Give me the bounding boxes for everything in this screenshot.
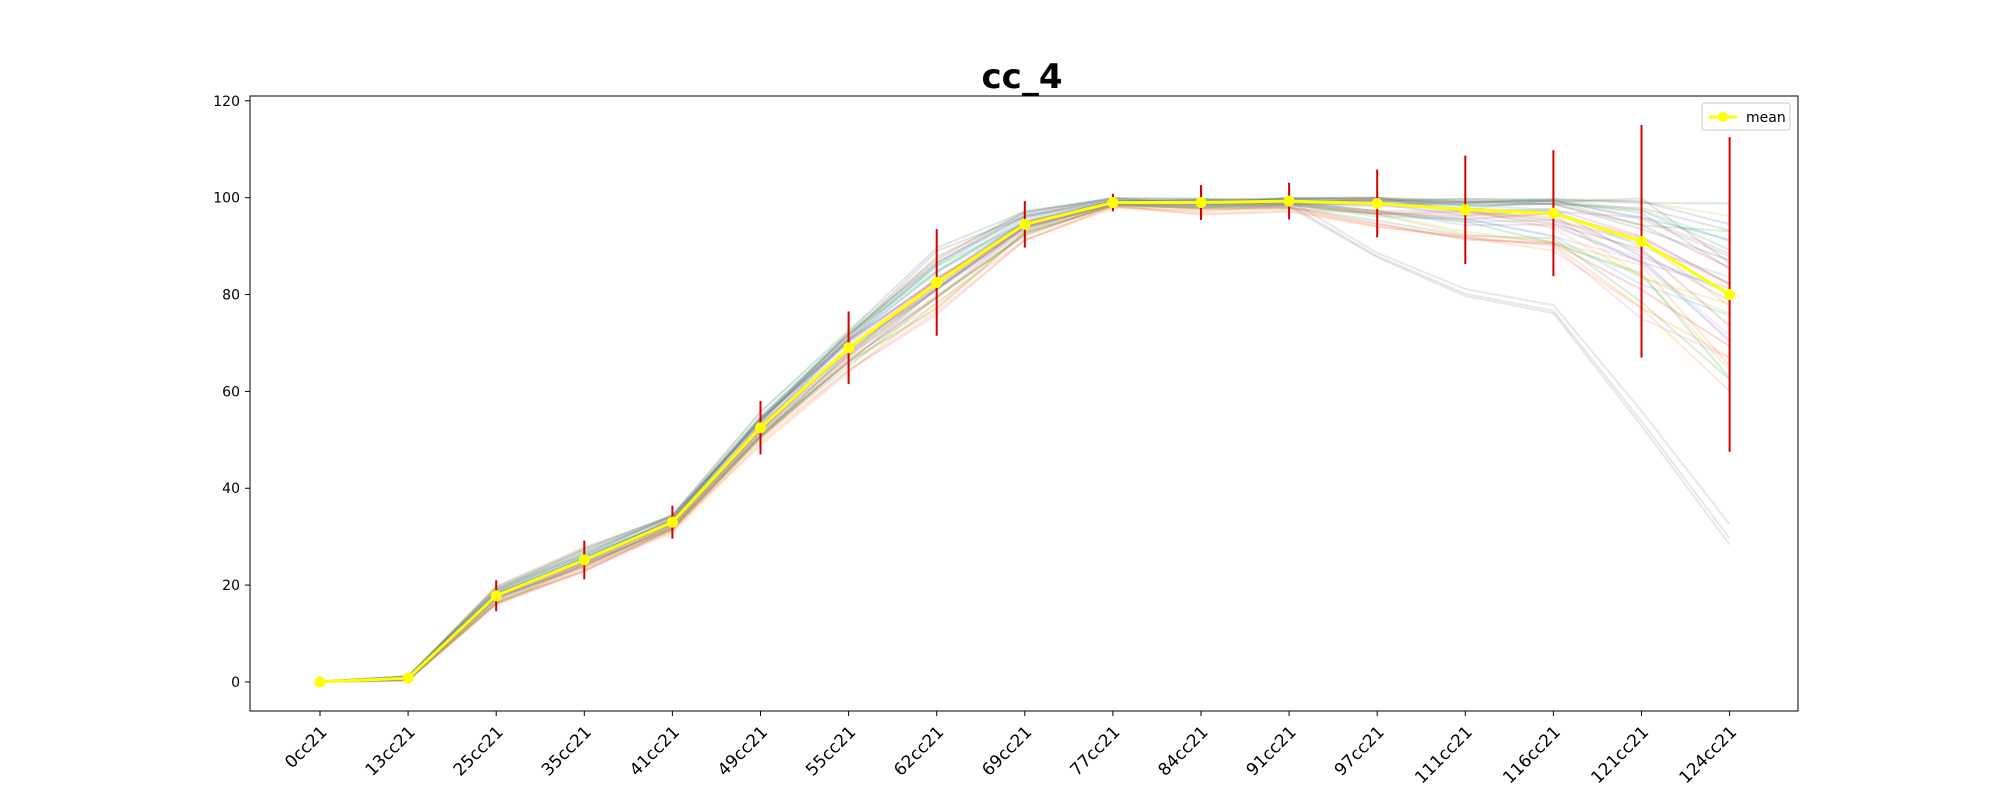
x-tick-label: 25cc21: [450, 722, 508, 780]
x-tick-label: 111cc21: [1411, 722, 1477, 788]
sample-line: [319, 203, 1731, 683]
y-tick-label: 20: [222, 578, 240, 594]
sample-line: [319, 197, 1730, 683]
x-tick-label: 116cc21: [1499, 722, 1565, 788]
sample-line: [319, 201, 1730, 683]
sample-line: [319, 199, 1731, 683]
sample-line: [319, 203, 1731, 683]
mean-point: [666, 516, 678, 528]
sample-line: [319, 197, 1730, 683]
sample-line: [319, 198, 1730, 683]
x-tick-label: 13cc21: [362, 722, 420, 780]
x-tick-label: 69cc21: [978, 722, 1036, 780]
sample-line: [319, 198, 1731, 683]
sample-line: [319, 205, 1731, 683]
x-axis: 0cc21 13cc21 25cc21 35cc21 41cc21 49cc21 55cc2…: [281, 711, 1741, 788]
y-tick-label: 100: [213, 191, 240, 207]
mean-point: [1019, 218, 1031, 230]
sample-line: [319, 197, 1731, 683]
x-tick-label: 55cc21: [802, 722, 860, 780]
sample-line: [319, 196, 1730, 683]
mean-point: [578, 554, 590, 566]
sample-line: [319, 196, 1731, 683]
sample-line: [319, 203, 1731, 683]
mean-point: [402, 672, 414, 684]
x-tick-label: 97cc21: [1331, 722, 1389, 780]
sample-line: [319, 199, 1730, 683]
sample-line: [319, 197, 1730, 683]
sample-line: [319, 197, 1730, 683]
sample-line: [319, 196, 1731, 683]
sample-line: [319, 205, 1731, 683]
sample-line: [319, 197, 1730, 683]
sample-line: [319, 207, 1731, 683]
sample-line: [319, 203, 1730, 683]
x-tick-label: 35cc21: [538, 722, 596, 780]
x-tick-label: 41cc21: [626, 722, 684, 780]
individual-series-lines: [319, 196, 1731, 683]
mean-point: [314, 676, 326, 688]
y-axis: 0 20 40 60 80 100 120: [213, 94, 250, 691]
x-tick-label: 84cc21: [1155, 722, 1213, 780]
chart-title: cc_4: [982, 57, 1063, 97]
y-tick-label: 80: [222, 288, 240, 304]
sample-line: [319, 196, 1731, 683]
sample-line: [319, 200, 1730, 683]
sample-line: [319, 197, 1730, 683]
x-tick-label: 62cc21: [890, 722, 948, 780]
sample-line: [319, 201, 1730, 683]
sample-line: [319, 203, 1731, 683]
mean-point: [1107, 197, 1119, 209]
y-tick-label: 0: [231, 675, 240, 691]
sample-line: [319, 202, 1730, 683]
mean-point: [1195, 197, 1207, 209]
mean-point: [1724, 289, 1736, 301]
mean-point: [1283, 195, 1295, 207]
mean-point: [931, 276, 943, 288]
sample-line: [319, 203, 1731, 683]
legend-box: [1701, 102, 1791, 131]
x-tick-label: 77cc21: [1066, 722, 1124, 780]
x-tick-label: 124cc21: [1676, 722, 1742, 788]
sample-line: [319, 202, 1731, 683]
plot-frame: [249, 95, 1799, 712]
y-tick-label: 60: [222, 384, 240, 400]
sample-line: [319, 202, 1731, 683]
y-tick-label: 40: [222, 481, 240, 497]
y-tick-label: 120: [213, 94, 240, 110]
mean-series: [314, 195, 1736, 688]
sample-line: [319, 201, 1731, 683]
legend-label: mean: [1746, 110, 1786, 126]
sample-line: [319, 197, 1731, 683]
mean-point: [1636, 235, 1647, 247]
mean-point: [490, 590, 502, 602]
sample-line: [319, 201, 1731, 683]
sample-line: [319, 205, 1731, 683]
legend: mean: [1701, 102, 1791, 131]
x-tick-label: 0cc21: [281, 722, 331, 772]
x-tick-label: 49cc21: [714, 722, 772, 780]
mean-point: [843, 342, 855, 354]
legend-marker: [1718, 112, 1728, 122]
x-tick-label: 121cc21: [1587, 722, 1653, 788]
sample-line: [319, 197, 1731, 683]
mean-point: [755, 422, 766, 434]
sample-line: [319, 203, 1731, 683]
mean-line: [319, 199, 1731, 684]
sample-line: [319, 202, 1731, 683]
sample-line: [319, 202, 1730, 683]
mean-point: [1371, 198, 1383, 210]
x-tick-label: 91cc21: [1243, 722, 1301, 780]
mean-point: [1459, 204, 1471, 216]
sample-line: [319, 197, 1730, 683]
mean-point: [1547, 207, 1559, 219]
sample-line: [319, 200, 1731, 683]
